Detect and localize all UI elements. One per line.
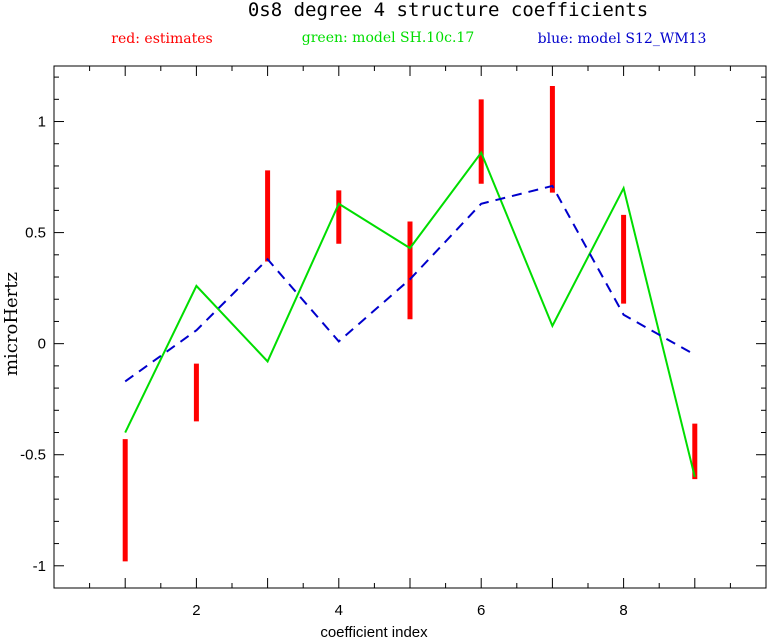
series-line-green (124, 150, 696, 478)
x-tick-label: 4 (335, 602, 343, 619)
chart-title: 0s8 degree 4 structure coefficients (248, 0, 648, 21)
y-axis-label: microHertz (1, 272, 22, 376)
axis-tick-labels: 2 4 6 8 1 0.5 0 -0.5 -1 (20, 114, 628, 619)
y-tick-label: 0.5 (25, 225, 46, 242)
plot-frame (53, 65, 767, 589)
x-tick-label: 2 (192, 602, 200, 619)
y-tick-label: 1 (38, 114, 46, 131)
y-tick-label: -0.5 (20, 447, 46, 464)
axis-ticks (54, 66, 766, 589)
estimate-bars (122, 85, 698, 562)
model-lines (124, 150, 696, 478)
x-tick-label: 8 (619, 602, 627, 619)
x-tick-label: 6 (477, 602, 485, 619)
legend-estimates: red: estimates (111, 31, 212, 47)
series-line-blue (124, 184, 696, 383)
y-tick-label: 0 (38, 336, 46, 353)
y-tick-label: -1 (33, 558, 46, 575)
legend-blue-model: blue: model S12_WM13 (538, 31, 707, 47)
legend-green-model: green: model SH.10c.17 (302, 30, 474, 46)
x-axis-label: coefficient index (320, 624, 428, 641)
